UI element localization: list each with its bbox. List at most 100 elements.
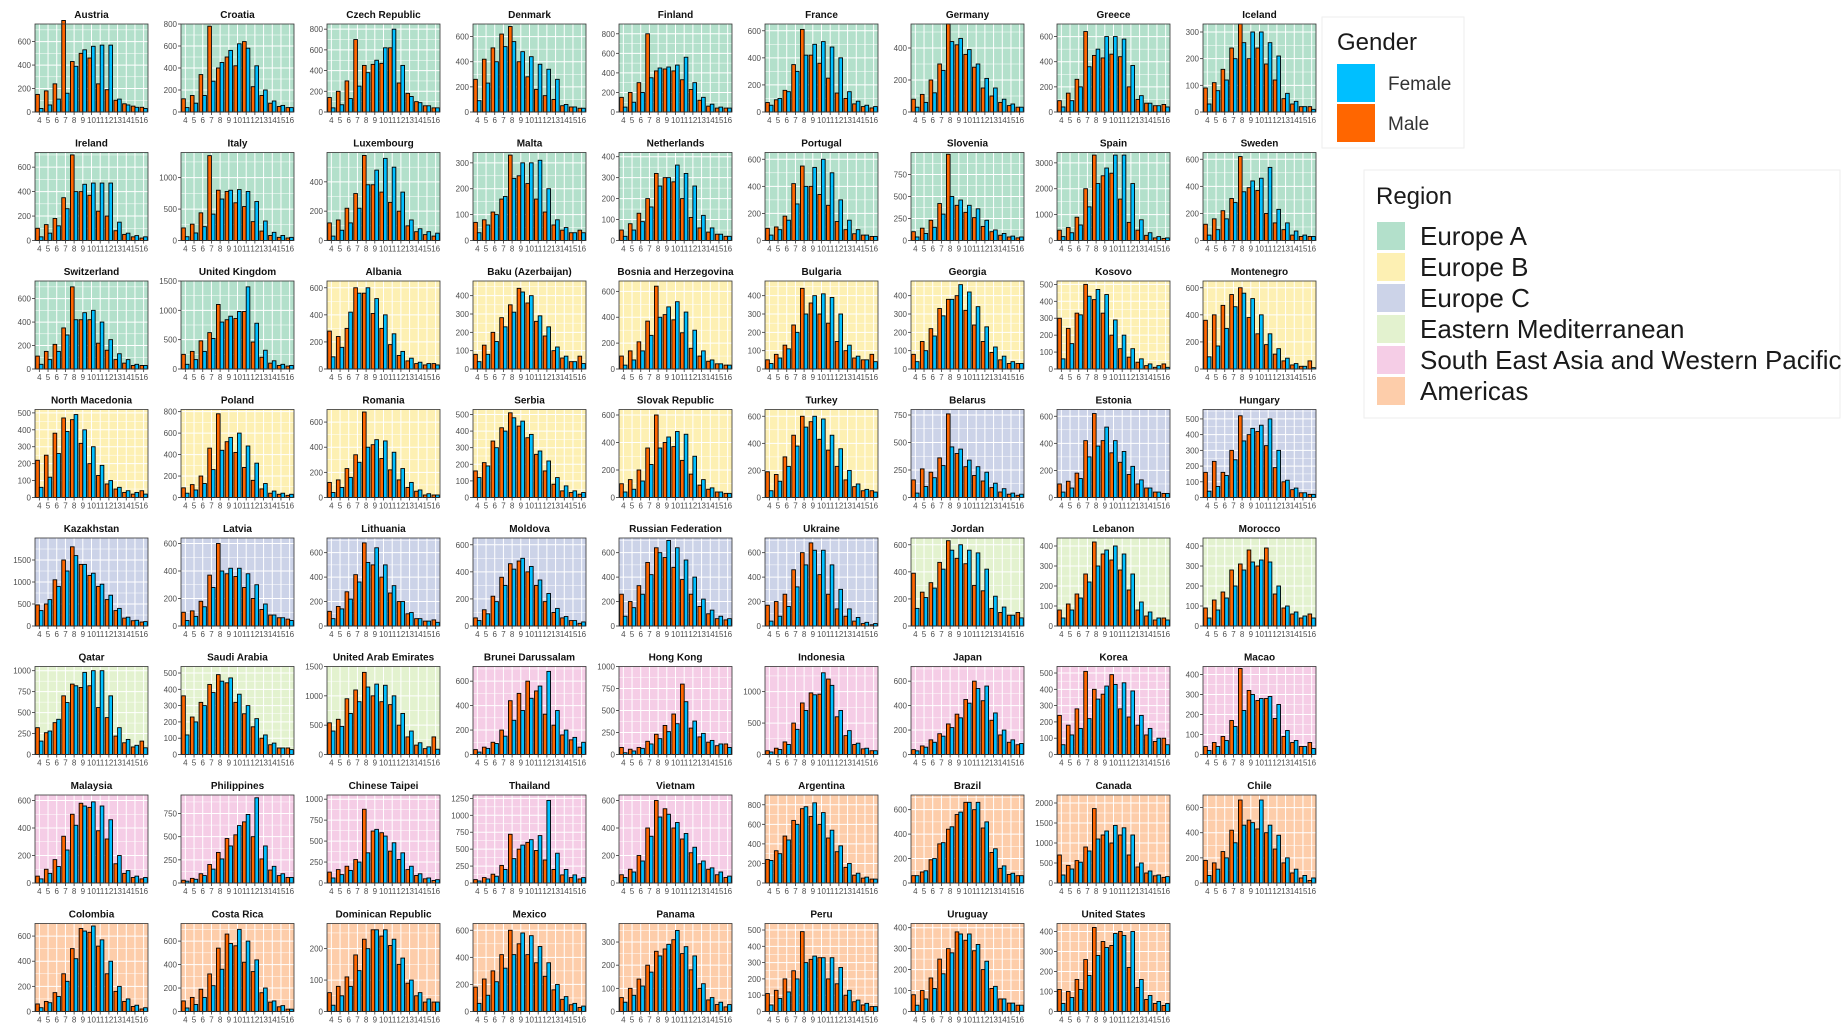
bar-male-7 — [791, 64, 796, 113]
y-tick-label: 0 — [1049, 751, 1054, 760]
bar-female-13 — [701, 479, 706, 498]
bar-male-4 — [1057, 317, 1062, 370]
bar-male-6 — [52, 218, 58, 241]
x-tick-label-12: 12 — [104, 887, 113, 896]
x-tick-label-6: 6 — [201, 887, 206, 896]
y-tick-label: 300 — [1040, 562, 1054, 571]
bar-male-9 — [1246, 690, 1252, 755]
bar-male-5 — [335, 869, 341, 884]
bar-male-9 — [224, 319, 230, 370]
bar-female-4 — [622, 235, 628, 241]
bar-female-6 — [348, 222, 353, 241]
x-tick-label-7: 7 — [1231, 630, 1236, 639]
x-tick-label-9: 9 — [1103, 502, 1108, 511]
x-tick-label-14: 14 — [560, 245, 569, 254]
x-tick-label-5: 5 — [192, 245, 197, 254]
y-tick-label: 200 — [18, 212, 32, 221]
bar-male-7 — [1083, 440, 1088, 498]
x-tick-label-8: 8 — [218, 630, 223, 639]
y-tick-label: 1000 — [743, 688, 761, 697]
bar-male-7 — [1229, 198, 1234, 241]
bar-female-10 — [675, 301, 680, 370]
bar-female-10 — [237, 825, 242, 884]
panel-title: Hong Kong — [649, 653, 703, 664]
x-tick-label-5: 5 — [630, 245, 635, 254]
bar-male-16 — [1015, 106, 1021, 113]
x-tick-label-12: 12 — [104, 502, 113, 511]
bar-male-7 — [353, 287, 358, 370]
x-tick-label-6: 6 — [493, 502, 498, 511]
bar-female-5 — [1215, 746, 1221, 755]
bar-female-14 — [1147, 727, 1153, 755]
x-tick-label-10: 10 — [525, 245, 534, 254]
bar-male-8 — [362, 64, 367, 113]
bar-female-13 — [263, 603, 268, 627]
x-tick-label-9: 9 — [227, 245, 232, 254]
x-tick-label-5: 5 — [1068, 759, 1073, 768]
bar-female-7 — [940, 69, 946, 113]
bar-female-11 — [99, 321, 105, 370]
x-tick-label-14: 14 — [852, 116, 861, 125]
bar-female-11 — [683, 433, 689, 498]
bar-male-4 — [473, 353, 478, 370]
bar-female-13 — [117, 98, 122, 113]
bar-male-14 — [560, 617, 565, 627]
x-tick-label-15: 15 — [715, 759, 724, 768]
bar-female-12 — [692, 329, 697, 370]
bar-female-15 — [1156, 236, 1162, 241]
bar-male-5 — [189, 350, 195, 370]
bar-male-13 — [551, 224, 557, 241]
x-tick-label-11: 11 — [680, 373, 689, 382]
bar-female-15 — [864, 488, 870, 498]
bar-female-8 — [1095, 48, 1101, 113]
bar-female-4 — [184, 363, 190, 370]
bar-male-11 — [534, 850, 539, 884]
bar-female-7 — [210, 80, 216, 113]
bar-female-5 — [777, 480, 783, 498]
panel-title: Georgia — [949, 267, 987, 278]
x-tick-label-4: 4 — [767, 502, 772, 511]
bar-male-5 — [43, 350, 49, 370]
bar-female-8 — [1095, 445, 1101, 498]
x-tick-label-13: 13 — [551, 630, 560, 639]
bar-male-7 — [1229, 449, 1234, 498]
bar-male-8 — [946, 540, 951, 627]
bar-female-11 — [975, 208, 981, 241]
bar-female-14 — [271, 231, 277, 241]
x-tick-label-16: 16 — [1015, 630, 1024, 639]
bar-female-15 — [426, 493, 432, 498]
bar-female-13 — [993, 229, 998, 241]
bar-female-7 — [1232, 459, 1238, 498]
bar-male-15 — [130, 493, 136, 498]
bar-female-15 — [864, 104, 870, 113]
bar-male-9 — [516, 287, 522, 370]
bar-female-4 — [1060, 358, 1066, 370]
y-tick-label: 100 — [164, 734, 178, 743]
bar-male-6 — [1220, 68, 1226, 113]
bar-female-13 — [847, 344, 852, 370]
bar-female-8 — [803, 426, 809, 498]
bar-male-5 — [335, 336, 341, 370]
bar-female-11 — [975, 466, 981, 498]
x-tick-label-11: 11 — [680, 630, 689, 639]
bar-female-7 — [648, 334, 654, 370]
y-tick-label: 1000 — [451, 811, 469, 820]
y-tick-label: 200 — [310, 87, 324, 96]
x-tick-label-5: 5 — [46, 245, 51, 254]
y-tick-label: 500 — [18, 409, 32, 418]
x-tick-label-10: 10 — [1255, 245, 1264, 254]
bar-male-8 — [362, 292, 367, 370]
bar-female-11 — [1121, 553, 1127, 627]
x-tick-label-12: 12 — [1126, 502, 1135, 511]
bar-female-7 — [794, 728, 800, 755]
bar-male-14 — [122, 233, 127, 241]
x-tick-label-4: 4 — [621, 116, 626, 125]
x-tick-label-10: 10 — [379, 116, 388, 125]
bar-male-15 — [568, 739, 574, 755]
x-tick-label-16: 16 — [723, 759, 732, 768]
bar-male-5 — [1065, 724, 1071, 755]
bar-male-10 — [87, 685, 92, 755]
x-tick-label-9: 9 — [519, 116, 524, 125]
x-tick-label-11: 11 — [1118, 630, 1127, 639]
